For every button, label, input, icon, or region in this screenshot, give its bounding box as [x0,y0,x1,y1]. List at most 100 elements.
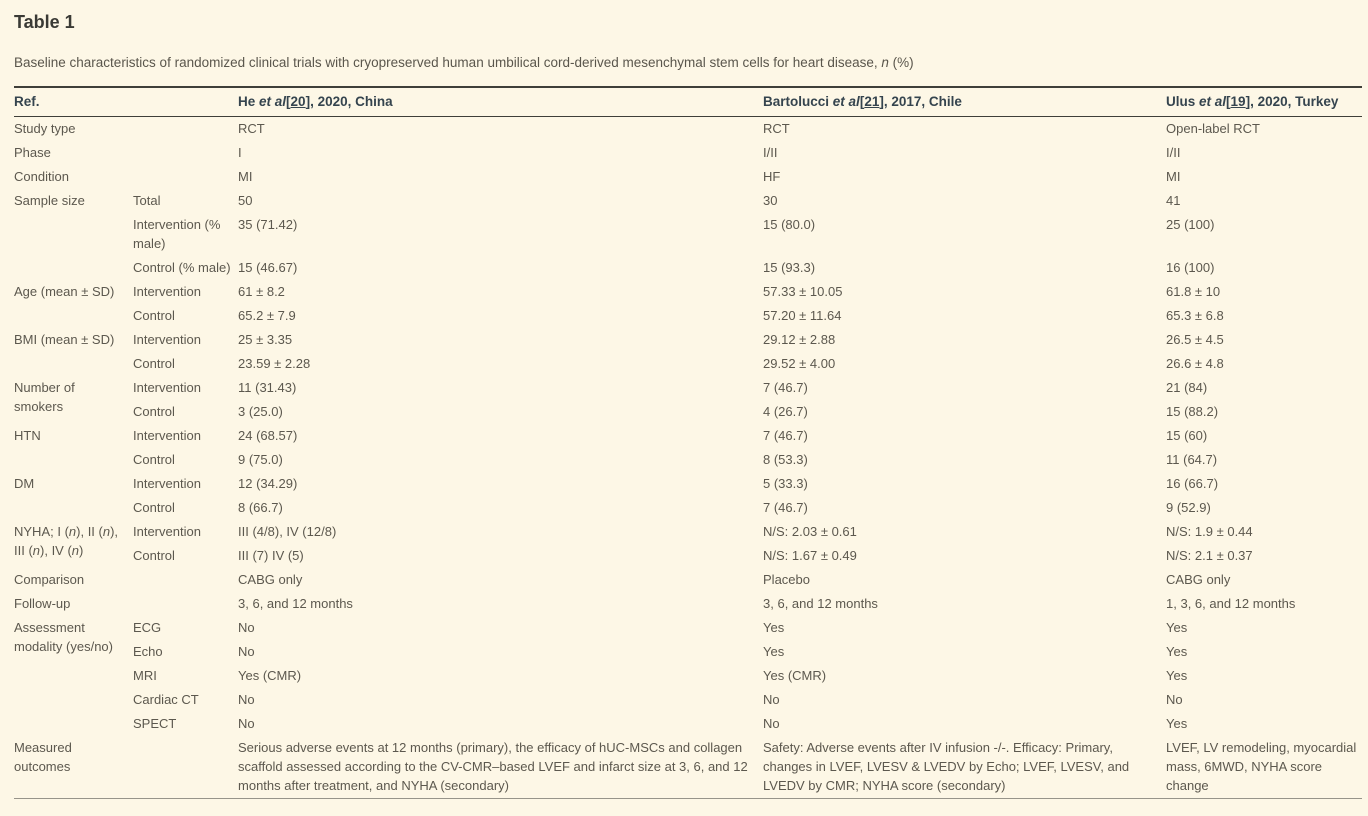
cell-he: 3, 6, and 12 months [238,596,353,611]
cell-he: 11 (31.43) [238,380,297,395]
table-caption: Baseline characteristics of randomized c… [14,55,914,70]
cell-bartolucci: Yes [763,620,785,635]
cell-he: 61 ± 8.2 [238,284,285,299]
cell-bartolucci: 8 (53.3) [763,452,808,467]
row-category: Comparison [14,572,85,587]
cell-he: Serious adverse events at 12 months (pri… [238,740,748,793]
table-row: Comparison CABG only Placebo CABG only [14,568,1362,592]
cell-he: III (7) IV (5) [238,548,304,563]
cell-he: 65.2 ± 7.9 [238,308,296,323]
cell-he: 15 (46.67) [238,260,298,275]
cell-bartolucci: 29.52 ± 4.00 [763,356,836,371]
cell-he: 25 ± 3.35 [238,332,293,347]
baseline-characteristics-table: Ref. He et al[20], 2020, China Bartolucc… [14,86,1363,799]
table-row: Control 8 (66.7) 7 (46.7) 9 (52.9) [14,496,1362,520]
header-ref: Ref. [14,94,40,109]
cell-bartolucci: Safety: Adverse events after IV infusion… [763,740,1130,793]
row-subcategory: Intervention (% male) [133,217,221,251]
cell-he: 9 (75.0) [238,452,283,467]
cell-ulus: 26.6 ± 4.8 [1166,356,1224,371]
cell-bartolucci: I/II [763,145,778,160]
table-row: Echo No Yes Yes [14,640,1362,664]
cell-ulus: Yes [1166,668,1188,683]
row-category: Condition [14,169,69,184]
cell-he: Yes (CMR) [238,668,302,683]
row-category: NYHA; I (n), II (n), III (n), IV (n) [14,524,119,558]
row-subcategory [133,165,238,189]
row-subcategory: Total [133,193,161,208]
reference-link[interactable]: 21 [864,94,880,109]
cell-ulus: 25 (100) [1166,217,1215,232]
row-subcategory: Control [133,356,175,371]
cell-bartolucci: 15 (80.0) [763,217,816,232]
reference-link[interactable]: 20 [290,94,306,109]
table-row: Age (mean ± SD) Intervention 61 ± 8.2 57.33… [14,280,1362,304]
table-row: HTN Intervention 24 (68.57) 7 (46.7) 15 (60) [14,424,1362,448]
cell-ulus: Open-label RCT [1166,121,1260,136]
cell-bartolucci: 4 (26.7) [763,404,808,419]
row-category: DM [14,476,35,491]
cell-ulus: N/S: 1.9 ± 0.44 [1166,524,1253,539]
row-subcategory: Intervention [133,332,201,347]
row-subcategory: Intervention [133,476,201,491]
cell-bartolucci: 29.12 ± 2.88 [763,332,836,347]
cell-he: CABG only [238,572,303,587]
row-subcategory: Control [133,308,175,323]
cell-ulus: No [1166,692,1183,707]
cell-ulus: 16 (66.7) [1166,476,1219,491]
cell-ulus: I/II [1166,145,1181,160]
row-category: Follow-up [14,596,71,611]
cell-bartolucci: 7 (46.7) [763,428,808,443]
cell-ulus: CABG only [1166,572,1231,587]
cell-bartolucci: N/S: 1.67 ± 0.49 [763,548,857,563]
row-subcategory [133,592,238,616]
header-study-bartolucci: Bartolucci et al[21], 2017, Chile [763,94,962,109]
cell-ulus: 61.8 ± 10 [1166,284,1221,299]
cell-bartolucci: 3, 6, and 12 months [763,596,878,611]
table-body: Study type RCT RCT Open-label RCT Phase I I/II… [14,117,1362,799]
row-subcategory: Intervention [133,284,201,299]
row-category: Sample size [14,193,85,208]
cell-ulus: 15 (88.2) [1166,404,1219,419]
cell-ulus: Yes [1166,644,1188,659]
cell-bartolucci: 7 (46.7) [763,380,808,395]
cell-ulus: 65.3 ± 6.8 [1166,308,1224,323]
table-row: Intervention (% male) 35 (71.42) 15 (80.0)… [14,213,1362,256]
cell-ulus: 26.5 ± 4.5 [1166,332,1224,347]
cell-he: III (4/8), IV (12/8) [238,524,337,539]
row-subcategory [133,736,238,799]
row-category: HTN [14,428,41,443]
table-row: DM Intervention 12 (34.29) 5 (33.3) 16 (66.7… [14,472,1362,496]
table-row: Control 9 (75.0) 8 (53.3) 11 (64.7) [14,448,1362,472]
cell-ulus: Yes [1166,716,1188,731]
table-row: Control 3 (25.0) 4 (26.7) 15 (88.2) [14,400,1362,424]
cell-he: 23.59 ± 2.28 [238,356,311,371]
table-row: Control 65.2 ± 7.9 57.20 ± 11.64 65.3 ± 6.8 [14,304,1362,328]
cell-he: 24 (68.57) [238,428,298,443]
row-category: Assessment modality (yes/no) [14,620,113,654]
cell-bartolucci: 15 (93.3) [763,260,816,275]
article-table-section: Table 1 Baseline characteristics of rand… [14,12,1363,799]
cell-he: 50 [238,193,253,208]
cell-bartolucci: 7 (46.7) [763,500,808,515]
row-subcategory [133,568,238,592]
table-row: SPECT No No Yes [14,712,1362,736]
row-subcategory: Control [133,500,175,515]
cell-he: MI [238,169,253,184]
row-subcategory: ECG [133,620,162,635]
cell-bartolucci: N/S: 2.03 ± 0.61 [763,524,857,539]
row-category: Measured outcomes [14,740,72,774]
row-subcategory: Control [133,452,175,467]
table-row: Control (% male) 15 (46.67) 15 (93.3) 16 (1… [14,256,1362,280]
cell-he: No [238,692,255,707]
reference-link[interactable]: 19 [1230,94,1246,109]
table-row: Condition MI HF MI [14,165,1362,189]
header-row: Ref. He et al[20], 2020, China Bartolucc… [14,87,1363,117]
table-title: Table 1 [14,12,75,32]
table-row: Sample size Total 50 30 41 [14,189,1362,213]
cell-bartolucci: 5 (33.3) [763,476,808,491]
cell-he: 3 (25.0) [238,404,283,419]
row-subcategory: Intervention [133,524,201,539]
table-row: Measured outcomes Serious adverse events … [14,736,1362,799]
row-category: Age (mean ± SD) [14,284,115,299]
